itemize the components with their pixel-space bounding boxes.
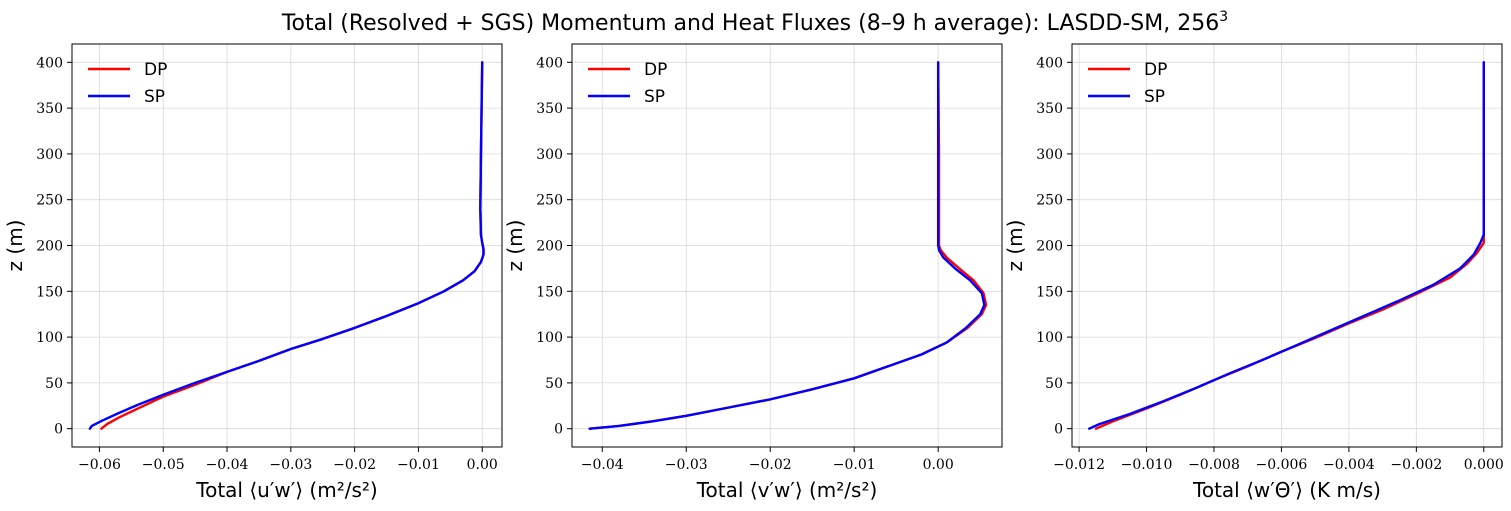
panels: −0.06 −0.05 −0.04 −0.03 −0.02 −0.01 0.00050100… [3,43,1504,502]
figure-title: Total (Resolved + SGS) Momentum and Heat… [281,9,1228,36]
y-tick-label: 400 [1036,55,1063,71]
x-tick-label: −0.01 [833,457,876,473]
y-tick-label: 350 [36,101,63,117]
y-tick-label: 350 [1036,101,1063,117]
legend-label-sp: SP [1144,87,1165,107]
x-tick-label: −0.010 [1121,457,1173,473]
y-tick-label: 100 [36,330,63,346]
x-tick-label: −0.012 [1053,457,1105,473]
axes-frame [571,43,1003,448]
legend: DP SP [1088,60,1167,107]
y-tick-label: 300 [536,147,563,163]
x-tick-label: −0.04 [581,457,624,473]
figure-title-superscript: 3 [1219,9,1228,25]
x-tick-label: −0.03 [665,457,708,473]
y-tick-label: 100 [1036,330,1063,346]
y-tick-label: 200 [536,239,563,255]
legend-label-sp: SP [144,87,165,107]
y-tick-label: 250 [1036,193,1063,209]
x-axis-label: Total ⟨u′w′⟩ (m²/s²) [195,478,377,502]
y-tick-label: 200 [36,239,63,255]
x-tick-label: −0.006 [1256,457,1308,473]
x-tick-label: −0.03 [269,457,312,473]
y-tick-label: 150 [1036,284,1063,300]
axes-frame [1071,43,1503,448]
x-tick-label: 0.00 [923,457,954,473]
y-tick-label: 100 [536,330,563,346]
legend-label-sp: SP [644,87,665,107]
chart-panel-2: −0.04 −0.03 −0.02 −0.01 0.00 0 50 100 150 200 250 3… [503,43,1003,502]
x-tick-label: −0.002 [1390,457,1442,473]
y-tick-label: 400 [536,55,563,71]
y-tick-label: 400 [36,55,63,71]
x-tick-label: −0.02 [749,457,792,473]
x-tick-label: −0.05 [142,457,185,473]
x-tick-label: −0.04 [206,457,249,473]
legend-label-dp: DP [144,60,167,80]
series-line-sp [1088,61,1485,430]
y-axis-label: z (m) [503,220,527,272]
axes-frame [71,43,503,448]
x-tick-label: 0.000 [1464,457,1504,473]
legend: DP SP [88,60,167,107]
y-tick-label: 300 [36,147,63,163]
y-tick-label: 250 [36,193,63,209]
y-tick-label: 150 [36,284,63,300]
y-tick-label: 0 [554,422,563,438]
x-tick-label: 0.00 [467,457,498,473]
legend-label-dp: DP [644,60,667,80]
x-tick-label: −0.06 [78,457,121,473]
series-line-sp [588,61,986,430]
y-tick-label: 50 [1045,376,1063,392]
y-tick-label: 250 [536,193,563,209]
x-tick-label: −0.02 [333,457,376,473]
x-tick-label: −0.004 [1323,457,1375,473]
y-tick-label: 350 [536,101,563,117]
y-tick-label: 50 [545,376,563,392]
chart-panel-1: −0.06 −0.05 −0.04 −0.03 −0.02 −0.01 0.00 0 50 100… [3,43,503,502]
y-tick-label: 200 [1036,239,1063,255]
y-axis-label: z (m) [3,220,27,272]
legend: DP SP [588,60,667,107]
x-tick-label: −0.01 [397,457,440,473]
chart-panel-3: −0.012 −0.010 −0.008 −0.006 −0.004 −0.002 0.00… [1003,43,1504,502]
legend-label-dp: DP [1144,60,1167,80]
y-tick-label: 300 [1036,147,1063,163]
x-tick-label: −0.008 [1188,457,1240,473]
x-axis-label: Total ⟨v′w′⟩ (m²/s²) [696,478,878,502]
x-axis-label: Total ⟨w′Θ′⟩ (K m/s) [1192,478,1381,502]
y-tick-label: 0 [54,422,63,438]
figure-title-text: Total (Resolved + SGS) Momentum and Heat… [281,11,1219,36]
series-line-sp [88,61,485,430]
y-tick-label: 150 [536,284,563,300]
y-tick-label: 0 [1054,422,1063,438]
y-axis-label: z (m) [1003,220,1027,272]
y-tick-label: 50 [45,376,63,392]
